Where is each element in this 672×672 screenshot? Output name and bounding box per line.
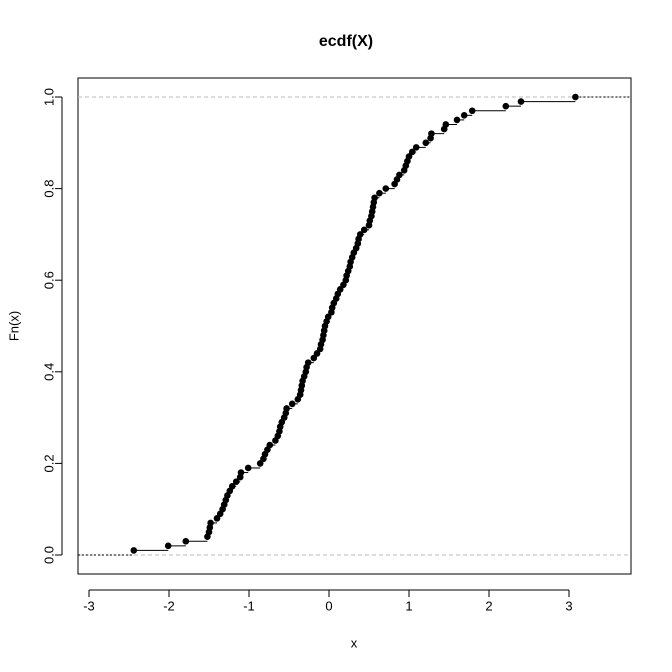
y-tick-label: 0.8 <box>41 180 56 198</box>
point <box>237 469 245 476</box>
point <box>304 359 312 366</box>
point <box>517 98 525 105</box>
y-tick-label: 1.0 <box>41 88 56 106</box>
point <box>182 537 190 545</box>
point <box>422 139 430 147</box>
point <box>313 350 321 357</box>
point <box>130 547 138 554</box>
point <box>283 405 290 412</box>
x-tick-label: 2 <box>485 598 492 613</box>
point <box>376 189 383 197</box>
point <box>412 144 420 151</box>
point <box>207 519 214 527</box>
point <box>428 130 435 137</box>
y-tick-label: 0.6 <box>41 271 56 289</box>
point <box>468 107 476 115</box>
point <box>310 354 318 362</box>
point <box>460 112 468 119</box>
point <box>572 93 579 101</box>
point <box>256 460 264 467</box>
x-tick-label: -1 <box>243 598 255 613</box>
x-axis-label: x <box>351 635 358 650</box>
point <box>408 148 416 156</box>
x-tick-label: -3 <box>83 598 95 613</box>
y-tick-label: 0.4 <box>41 363 56 381</box>
x-tick-label: 1 <box>405 598 412 613</box>
point <box>405 153 413 160</box>
chart-title: ecdf(X) <box>319 33 373 50</box>
x-tick-label: 3 <box>565 598 572 613</box>
point <box>232 478 240 486</box>
point <box>360 226 368 234</box>
x-tick-label: -2 <box>163 598 175 613</box>
point <box>266 441 274 449</box>
point <box>228 482 236 490</box>
point <box>396 171 403 179</box>
x-tick-label: 0 <box>325 598 332 613</box>
plot-frame <box>77 77 632 575</box>
point <box>213 515 221 522</box>
point <box>324 313 332 321</box>
point <box>502 102 510 110</box>
point <box>356 231 364 238</box>
point <box>288 400 296 408</box>
point <box>382 185 390 192</box>
point <box>336 286 344 293</box>
point <box>164 542 172 550</box>
point <box>371 194 378 202</box>
y-axis-label: Fn(x) <box>6 311 21 341</box>
point <box>244 464 252 472</box>
point <box>442 121 450 128</box>
y-tick-label: 0.0 <box>41 546 56 564</box>
y-tick-label: 0.2 <box>41 454 56 472</box>
point <box>453 116 461 124</box>
